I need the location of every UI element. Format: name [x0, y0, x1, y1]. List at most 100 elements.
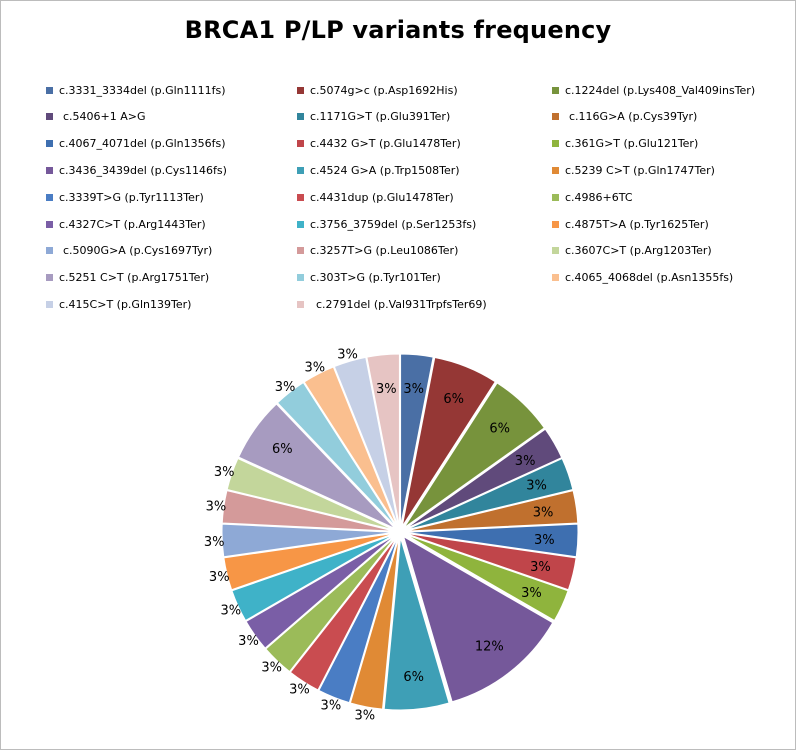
- legend-item: c.3257T>G (p.Leu1086Ter): [297, 243, 458, 259]
- legend-label: c.5251 C>T (p.Arg1751Ter): [59, 271, 210, 285]
- pie-slice-label: 3%: [521, 586, 542, 601]
- legend-label: c.4431dup (p.Glu1478Ter): [310, 190, 454, 204]
- legend-swatch: [297, 113, 304, 121]
- pie-slice: [333, 356, 399, 527]
- legend-label: c.361G>T (p.Glu121Ter): [565, 137, 699, 151]
- pie-slice-label: 3%: [533, 505, 554, 520]
- legend-label: c.3331_3334del (p.Gln1111fs): [59, 83, 226, 97]
- pie-slice: [276, 381, 397, 528]
- pie-slice: [349, 537, 400, 710]
- pie-slice-label: 3%: [337, 348, 358, 363]
- legend-item: c.5406+1 A>G: [46, 109, 146, 125]
- legend-label: c.4875T>A (p.Tyr1625Ter): [565, 217, 709, 231]
- pie-slice: [366, 353, 400, 527]
- pie-slice-label: 3%: [206, 500, 227, 515]
- pie-slice: [402, 535, 554, 703]
- pie-slice: [237, 403, 396, 529]
- legend-swatch: [552, 113, 559, 121]
- legend-swatch: [552, 274, 559, 282]
- legend-label: c.1224del (p.Lys408_Val409insTer): [565, 83, 756, 97]
- legend-label: c.5090G>A (p.Cys1697Tyr): [63, 244, 213, 258]
- pie-slice-label: 3%: [530, 560, 551, 575]
- legend-swatch: [552, 140, 559, 148]
- legend-item: c.4431dup (p.Glu1478Ter): [297, 189, 454, 205]
- pie-slice: [221, 523, 395, 558]
- legend-item: c.5239 C>T (p.Gln1747Ter): [552, 162, 715, 178]
- pie-slice: [223, 532, 395, 591]
- legend-item: c.5251 C>T (p.Arg1751Ter): [46, 270, 209, 286]
- legend-label: c.4065_4068del (p.Asn1355fs): [565, 271, 734, 285]
- legend-item: c.4432 G>T (p.Glu1478Ter): [297, 136, 461, 152]
- pie-slice: [303, 366, 398, 527]
- pie-slice: [221, 489, 395, 532]
- legend-item: c.3756_3759del (p.Ser1253fs): [297, 216, 476, 232]
- legend-swatch: [552, 193, 559, 201]
- legend-swatch: [46, 274, 53, 282]
- pie-slice: [405, 534, 569, 622]
- legend-item: c.303T>G (p.Tyr101Ter): [297, 270, 441, 286]
- legend-swatch: [552, 220, 559, 228]
- legend-label: c.4432 G>T (p.Glu1478Ter): [310, 137, 461, 151]
- legend-swatch: [46, 86, 53, 94]
- pie-slice-label: 3%: [526, 479, 547, 494]
- legend-item: c.3331_3334del (p.Gln1111fs): [46, 82, 226, 98]
- legend-label: c.3436_3439del (p.Cys1146fs): [59, 163, 227, 177]
- pie-slice: [265, 535, 397, 673]
- legend-label: c.5239 C>T (p.Gln1747Ter): [565, 163, 715, 177]
- legend-swatch: [46, 220, 53, 228]
- pie-slice-label: 3%: [354, 709, 375, 724]
- legend-label: c.1171G>T (p.Glu391Ter): [310, 110, 451, 124]
- pie-slice-label: 6%: [403, 670, 424, 685]
- legend-label: c.415C>T (p.Gln139Ter): [59, 297, 192, 311]
- legend-item: c.1224del (p.Lys408_Val409insTer): [552, 82, 755, 98]
- legend-label: c.4986+6TC: [565, 190, 633, 204]
- pie-slice-label: 6%: [272, 442, 293, 457]
- legend-item: c.3339T>G (p.Tyr1113Ter): [46, 189, 204, 205]
- legend-item: c.4524 G>A (p.Trp1508Ter): [297, 162, 460, 178]
- legend-item: c.4875T>A (p.Tyr1625Ter): [552, 216, 709, 232]
- legend-swatch: [297, 140, 304, 148]
- pie-slice-label: 3%: [534, 533, 555, 548]
- legend-item: c.4067_4071del (p.Gln1356fs): [46, 136, 226, 152]
- legend-swatch: [46, 113, 53, 121]
- pie-slice: [400, 353, 434, 527]
- pie-slice-label: 3%: [261, 661, 282, 676]
- legend-label: c.3756_3759del (p.Ser1253fs): [310, 217, 477, 231]
- legend-swatch: [297, 300, 304, 308]
- pie-slice-label: 6%: [489, 421, 510, 436]
- legend-swatch: [46, 166, 53, 174]
- pie-slice: [403, 382, 545, 529]
- pie-slice-label: 3%: [214, 465, 235, 480]
- legend-swatch: [297, 274, 304, 282]
- pie-slice-label: 3%: [209, 570, 230, 585]
- pie-slice: [318, 537, 399, 704]
- legend-label: c.5406+1 A>G: [63, 110, 146, 124]
- pie-slice: [401, 356, 496, 527]
- legend-swatch: [297, 247, 304, 255]
- pie-slice-label: 3%: [304, 361, 325, 376]
- legend-label: c.3257T>G (p.Leu1086Ter): [310, 244, 459, 258]
- legend-swatch: [297, 220, 304, 228]
- legend-label: c.3339T>G (p.Tyr1113Ter): [59, 190, 204, 204]
- legend-item: c.1171G>T (p.Glu391Ter): [297, 109, 450, 125]
- legend-label: c.4067_4071del (p.Gln1356fs): [59, 137, 226, 151]
- legend-label: c.3607C>T (p.Arg1203Ter): [565, 244, 712, 258]
- pie-slice: [405, 489, 579, 532]
- legend-swatch: [46, 193, 53, 201]
- legend-label: c.2791del (p.Val931TrpfsTer69): [316, 297, 487, 311]
- pie-slice-label: 3%: [376, 382, 397, 397]
- legend-label: c.116G>A (p.Cys39Tyr): [569, 110, 698, 124]
- legend-swatch: [46, 140, 53, 148]
- legend-item: c.4986+6TC: [552, 189, 633, 205]
- legend-item: c.415C>T (p.Gln139Ter): [46, 296, 191, 312]
- legend-swatch: [46, 247, 53, 255]
- pie-slice-label: 3%: [321, 699, 342, 714]
- pie-slice: [245, 535, 396, 649]
- legend-item: c.5074g>c (p.Asp1692His): [297, 82, 458, 98]
- pie-slice: [404, 428, 563, 530]
- legend-swatch: [552, 166, 559, 174]
- pie-slice-label: 3%: [220, 603, 241, 618]
- legend-swatch: [297, 86, 304, 94]
- pie-slice: [226, 457, 395, 531]
